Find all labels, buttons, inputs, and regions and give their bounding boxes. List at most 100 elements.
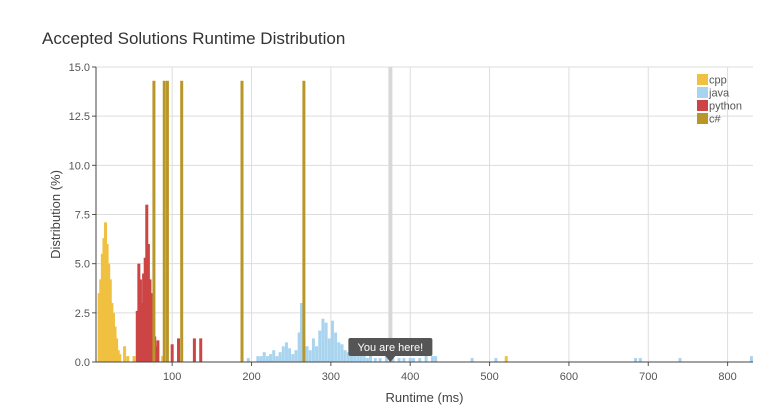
bar-java — [308, 350, 312, 362]
bar-python — [142, 273, 146, 362]
bar-java — [256, 356, 260, 362]
y-tick-label: 12.5 — [69, 111, 90, 123]
bar-cpp — [126, 356, 130, 362]
legend-label-cpp: cpp — [709, 75, 727, 87]
bar-python — [138, 279, 142, 362]
x-tick-label: 700 — [639, 371, 657, 383]
bar-java — [353, 354, 357, 362]
bar-java — [373, 358, 377, 362]
bar-python — [199, 338, 203, 362]
y-tick-label: 5.0 — [75, 259, 90, 271]
bar-cpp — [97, 293, 101, 362]
bar-java — [330, 320, 334, 362]
bar-java — [378, 358, 382, 362]
bar-cpp — [111, 312, 115, 362]
bar-cpp — [104, 222, 108, 362]
bar-python — [140, 303, 144, 362]
legend-swatch-python — [697, 100, 708, 111]
bar-java — [321, 318, 325, 362]
bar-java — [749, 356, 753, 362]
grid-lines — [96, 66, 753, 363]
bar-java — [638, 358, 642, 362]
bar-java — [327, 338, 331, 362]
bar-python — [145, 204, 149, 362]
bar-java — [281, 346, 285, 362]
bar-java — [634, 358, 638, 362]
bar-java — [278, 352, 282, 362]
bar-java — [343, 350, 347, 362]
current-position-band — [388, 67, 393, 362]
bar-java — [324, 322, 328, 362]
bar-java — [288, 348, 292, 362]
bar-java — [494, 358, 498, 362]
bar-cpp — [113, 326, 117, 362]
bar-c# — [302, 80, 306, 363]
bar-java — [259, 356, 263, 362]
bar-java — [265, 356, 269, 362]
bar-cpp — [99, 279, 103, 362]
bar-cpp — [132, 356, 136, 362]
x-tick-label: 800 — [718, 371, 736, 383]
bar-java — [369, 354, 373, 362]
bar-python — [137, 263, 141, 362]
bar-java — [391, 358, 395, 362]
tooltip-text: You are here! — [358, 342, 424, 354]
bar-python — [156, 340, 160, 362]
bar-java — [334, 332, 338, 362]
x-tick-label: 200 — [242, 371, 260, 383]
legend-label-java: java — [708, 88, 730, 100]
y-tick-label: 15.0 — [69, 62, 90, 74]
you-are-here-tooltip: You are here! — [348, 338, 433, 362]
bar-cpp — [107, 263, 111, 362]
bar-java — [359, 350, 363, 362]
bar-cpp — [100, 253, 104, 362]
bar-cpp — [118, 354, 122, 362]
bar-python — [143, 257, 147, 362]
bar-java — [297, 332, 301, 362]
bar-cpp — [105, 244, 109, 362]
bar-java — [284, 342, 288, 362]
tooltip-pointer — [385, 356, 396, 362]
bar-java — [246, 358, 250, 362]
bar-cpp — [102, 238, 106, 362]
bar-python — [177, 338, 181, 362]
bar-python — [146, 244, 150, 362]
bar-python — [148, 279, 152, 362]
bar-python — [170, 344, 174, 362]
legend-label-python: python — [709, 101, 742, 113]
bar-c# — [165, 80, 169, 363]
bar-java — [350, 352, 353, 362]
bars — [97, 80, 753, 363]
bar-java — [356, 356, 360, 362]
x-tick-label: 300 — [322, 371, 340, 383]
bar-java — [262, 352, 266, 362]
bar-python — [150, 293, 154, 362]
bar-java — [408, 358, 412, 362]
bar-java — [291, 354, 295, 362]
y-tick-label: 10.0 — [69, 160, 90, 172]
bar-java — [362, 356, 366, 362]
y-tick-label: 2.5 — [75, 308, 90, 320]
bar-cpp — [115, 338, 119, 362]
bar-java — [411, 358, 415, 362]
axes: 0.0 2.5 5.0 7.5 10.0 12.5 15.0 100 200 300 400 500 6… — [48, 62, 753, 405]
bar-java — [318, 330, 322, 362]
bar-c# — [152, 80, 156, 363]
legend-swatch-java — [697, 87, 708, 98]
bar-java — [424, 356, 428, 362]
x-axis-title: Runtime (ms) — [385, 390, 463, 405]
bar-cpp — [123, 346, 127, 362]
x-tick-label: 100 — [163, 371, 181, 383]
tooltip-box — [348, 338, 433, 356]
bar-java — [397, 358, 401, 362]
legend-swatch-c# — [697, 113, 708, 124]
bar-python — [154, 346, 158, 362]
chart-title: Accepted Solutions Runtime Distribution — [42, 29, 346, 48]
bar-java — [300, 303, 304, 362]
bar-java — [430, 356, 434, 362]
bar-python — [192, 338, 196, 362]
bar-java — [365, 358, 369, 362]
bar-java — [275, 356, 279, 362]
